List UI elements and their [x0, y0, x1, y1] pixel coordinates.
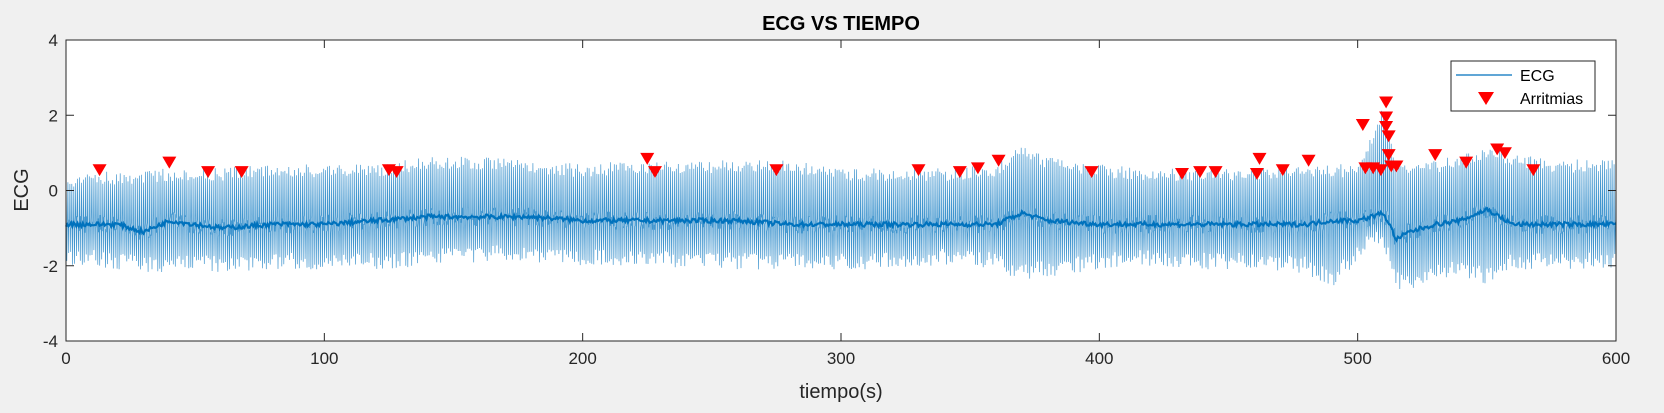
arrhythmia-marker	[769, 164, 784, 177]
y-tick-label: 4	[49, 31, 58, 50]
ecg-baseline	[65, 206, 1617, 243]
arrhythmia-marker	[952, 166, 967, 178]
x-tick-label: 400	[1085, 349, 1113, 368]
arrhythmia-marker	[1301, 154, 1316, 167]
arrhythmia-marker	[1208, 166, 1223, 178]
ecg-series	[65, 110, 1617, 290]
arrhythmia-marker	[389, 166, 404, 178]
arrhythmia-marker	[1252, 152, 1267, 165]
y-tick-label: -4	[43, 332, 58, 351]
chart-title: ECG VS TIEMPO	[762, 13, 920, 35]
x-tick-label: 200	[568, 349, 596, 368]
arrhythmia-marker	[640, 152, 655, 165]
arrhythmia-marker	[1497, 147, 1512, 160]
axis-ticks: 0 100 200 300 400 500 600 -4 -2 0 2 4	[43, 31, 1630, 368]
arrhythmia-marker	[911, 164, 926, 177]
arrhythmia-marker	[1428, 149, 1443, 162]
x-tick-label: 500	[1343, 349, 1371, 368]
legend-arrhythmia-label: Arritmias	[1520, 91, 1583, 108]
arrhythmia-marker	[1379, 111, 1394, 124]
arrhythmia-marker	[1381, 149, 1396, 162]
arrhythmia-marker	[1389, 160, 1404, 173]
arrhythmia-marker	[1084, 166, 1099, 178]
arrhythmia-marker	[1381, 130, 1396, 143]
legend-ecg-label: ECG	[1520, 68, 1555, 85]
x-tick-label: 0	[61, 349, 70, 368]
y-tick-label: 0	[49, 182, 58, 201]
x-tick-label: 100	[310, 349, 338, 368]
x-axis-label: tiempo(s)	[799, 381, 882, 403]
arrhythmia-marker	[1459, 156, 1474, 169]
arrhythmia-marker	[162, 156, 177, 169]
arrhythmia-marker	[1526, 164, 1541, 177]
y-tick-label: -2	[43, 257, 58, 276]
arrhythmia-marker	[970, 162, 985, 175]
arrhythmia-marker	[1379, 120, 1394, 133]
arrhythmia-markers	[92, 96, 1541, 180]
arrhythmia-marker	[1373, 164, 1388, 177]
legend-arrhythmia-marker	[1478, 92, 1494, 105]
arrhythmia-marker	[991, 154, 1006, 167]
arrhythmia-marker	[648, 166, 662, 178]
arrhythmia-marker	[1175, 167, 1189, 180]
arrhythmia-marker	[1490, 143, 1505, 156]
x-tick-label: 300	[827, 349, 855, 368]
y-tick-label: 2	[49, 106, 58, 125]
x-tick-label: 600	[1602, 349, 1630, 368]
y-axis-label: ECG	[11, 168, 33, 211]
legend: ECG Arritmias	[1450, 60, 1596, 112]
arrhythmia-marker	[92, 164, 107, 177]
arrhythmia-marker	[234, 166, 249, 178]
arrhythmia-marker	[1275, 164, 1290, 177]
arrhythmia-marker	[1193, 166, 1208, 178]
arrhythmia-marker	[1355, 119, 1370, 131]
arrhythmia-marker	[1379, 96, 1394, 109]
arrhythmia-marker	[201, 166, 216, 178]
arrhythmia-marker	[1249, 167, 1264, 180]
legend-box	[1450, 60, 1596, 112]
